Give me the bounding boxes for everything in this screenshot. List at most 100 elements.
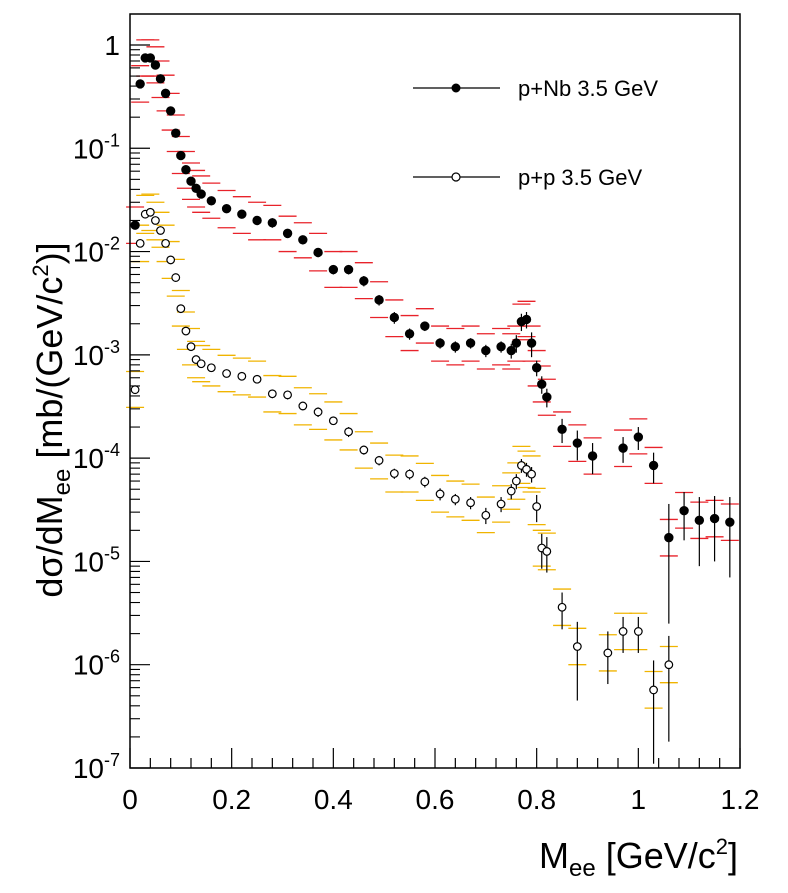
data-point-pp bbox=[572, 642, 582, 651]
data-point-pp bbox=[557, 602, 567, 612]
data-point-pnb bbox=[282, 228, 293, 239]
data-point-pnb bbox=[648, 460, 659, 471]
y-tick-label: 10-2 bbox=[73, 234, 120, 268]
data-point-pp bbox=[283, 390, 292, 400]
data-point-pp bbox=[389, 469, 399, 478]
x-tick-label: 0.8 bbox=[517, 784, 556, 815]
data-point-pnb bbox=[359, 276, 369, 286]
data-point-pnb bbox=[171, 128, 181, 138]
data-point-pp bbox=[171, 273, 181, 282]
y-tick-label: 10-4 bbox=[73, 440, 120, 474]
data-marker-layer bbox=[130, 53, 735, 695]
data-point-pp bbox=[186, 342, 196, 352]
data-point-pnb bbox=[196, 189, 206, 199]
x-tick-label: 0 bbox=[122, 784, 138, 815]
data-point-pnb bbox=[506, 345, 516, 356]
data-point-pp bbox=[374, 456, 384, 465]
data-point-pp bbox=[532, 502, 542, 511]
data-point-pnb bbox=[496, 341, 506, 352]
data-point-pp bbox=[450, 494, 460, 504]
data-point-pnb bbox=[572, 438, 583, 448]
data-point-pnb bbox=[542, 392, 552, 402]
y-tick-label: 10-3 bbox=[73, 337, 120, 371]
data-point-pnb bbox=[465, 338, 476, 348]
data-point-pnb bbox=[206, 196, 217, 206]
data-point-pp bbox=[267, 389, 277, 399]
data-point-pp bbox=[542, 547, 552, 556]
y-tick-label: 10-6 bbox=[73, 647, 120, 681]
data-point-pp bbox=[496, 499, 506, 509]
data-point-pp bbox=[435, 489, 445, 499]
data-point-pp bbox=[328, 416, 338, 426]
data-point-pnb bbox=[343, 264, 354, 275]
y-tick-label: 1 bbox=[104, 30, 120, 61]
data-point-pnb bbox=[709, 513, 720, 524]
data-point-pnb bbox=[420, 321, 430, 331]
data-point-pp bbox=[527, 469, 536, 479]
data-point-pnb bbox=[130, 220, 140, 230]
x-tick-label: 1 bbox=[631, 784, 647, 815]
data-point-pnb bbox=[633, 432, 644, 442]
data-point-pnb bbox=[450, 341, 461, 352]
y-axis-title: dσ/dMee[mb/(GeV/c2)] bbox=[28, 242, 76, 597]
y-axis-ticks: 1 10-1 10-2 10-3 10-4 10-5 10-6 10-7 bbox=[73, 30, 150, 784]
data-point-pnb bbox=[267, 218, 278, 228]
data-point-pnb bbox=[679, 505, 689, 516]
data-point-pnb bbox=[587, 451, 598, 461]
data-point-pp bbox=[130, 385, 140, 395]
data-point-pp bbox=[161, 238, 170, 248]
legend-label-pp: p+p 3.5 GeV bbox=[518, 165, 642, 190]
data-point-pp bbox=[156, 226, 165, 235]
data-point-pp bbox=[359, 445, 369, 455]
data-point-pnb bbox=[165, 106, 176, 116]
data-point-pp bbox=[135, 238, 145, 248]
data-point-pnb bbox=[557, 424, 567, 435]
data-point-pp bbox=[151, 216, 160, 225]
data-point-pnb bbox=[328, 264, 339, 275]
data-point-pnb bbox=[435, 338, 445, 348]
data-point-pp bbox=[176, 304, 186, 314]
x-tick-label: 0.2 bbox=[212, 784, 251, 815]
data-point-pnb bbox=[145, 53, 156, 63]
data-point-pnb bbox=[181, 165, 191, 175]
data-point-pp bbox=[466, 498, 475, 508]
legend-label-pnb: p+Nb 3.5 GeV bbox=[518, 76, 658, 101]
legend: p+Nb 3.5 GeV p+p 3.5 GeV bbox=[413, 76, 658, 190]
y-tick-label: 10-1 bbox=[73, 130, 120, 164]
data-point-pp bbox=[166, 255, 176, 265]
data-point-pp bbox=[603, 648, 613, 658]
legend-marker-pp bbox=[451, 172, 461, 182]
data-point-pnb bbox=[481, 345, 491, 356]
data-point-pnb bbox=[155, 74, 166, 84]
data-point-pnb bbox=[191, 183, 201, 193]
data-point-pnb bbox=[618, 443, 628, 453]
data-point-pp bbox=[633, 627, 643, 636]
legend-marker-pnb bbox=[451, 83, 461, 93]
data-point-pnb bbox=[160, 88, 171, 99]
data-point-pnb bbox=[186, 176, 196, 186]
data-point-pp bbox=[649, 685, 658, 695]
data-point-pp bbox=[181, 326, 191, 336]
x-tick-label: 0.4 bbox=[314, 784, 353, 815]
statistical-error-layer bbox=[134, 56, 731, 764]
data-point-pnb bbox=[537, 379, 547, 389]
data-point-pnb bbox=[313, 247, 323, 258]
x-tick-label: 0.6 bbox=[416, 784, 455, 815]
data-point-pnb bbox=[135, 79, 145, 89]
data-point-pp bbox=[252, 374, 262, 384]
y-tick-label: 10-7 bbox=[73, 750, 120, 784]
data-point-pnb bbox=[531, 363, 542, 373]
data-point-pnb bbox=[511, 338, 522, 348]
data-point-pp bbox=[481, 510, 491, 520]
data-point-pnb bbox=[521, 314, 532, 325]
data-point-pnb bbox=[389, 312, 400, 323]
data-point-pnb bbox=[176, 150, 186, 161]
data-point-pp bbox=[511, 476, 521, 486]
data-point-pp bbox=[196, 359, 206, 369]
data-point-pp bbox=[145, 207, 155, 217]
data-point-pp bbox=[618, 627, 628, 636]
x-axis-ticks: 0 0.2 0.4 0.6 0.8 1 1.2 bbox=[122, 748, 759, 815]
data-point-pp bbox=[237, 371, 247, 381]
data-point-pnb bbox=[252, 215, 262, 226]
